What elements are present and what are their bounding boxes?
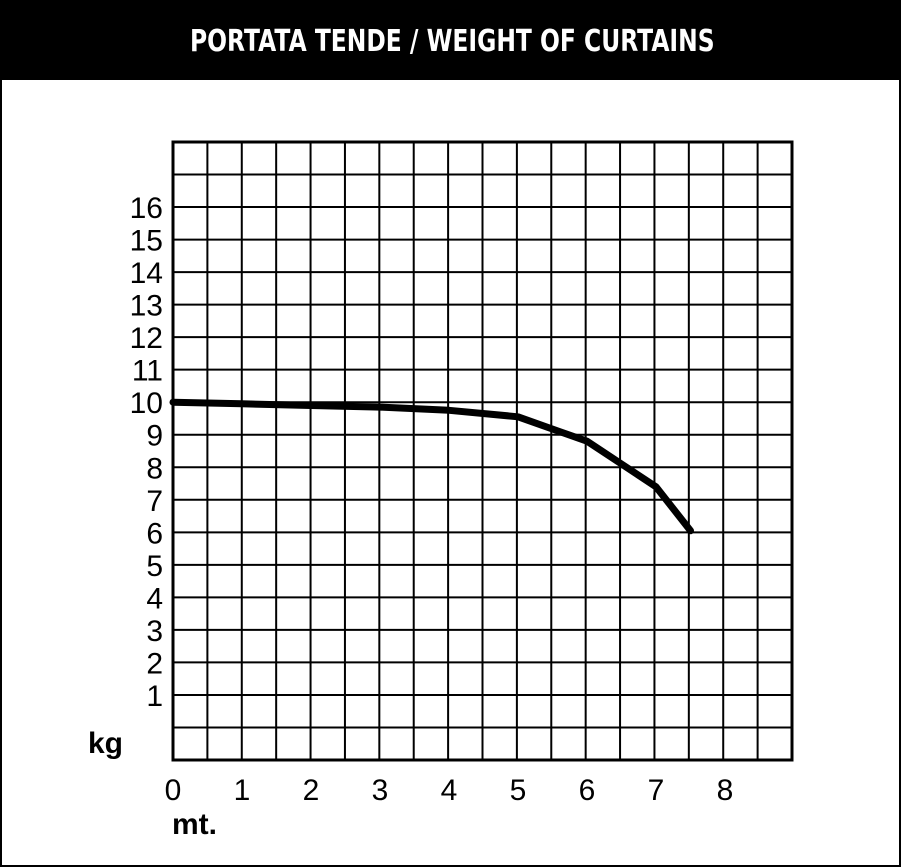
x-tick-label: 7: [648, 774, 665, 807]
y-tick-label: 9: [146, 420, 163, 453]
y-tick-label: 7: [146, 485, 163, 518]
x-tick-label: 5: [510, 774, 527, 807]
y-axis-label: kg: [88, 727, 123, 760]
y-tick-label: 4: [146, 582, 163, 615]
y-tick-label: 13: [130, 290, 163, 323]
x-tick-labels: 0 1 2 3 4 5 6 7 8: [165, 774, 734, 807]
y-tick-label: 11: [132, 355, 163, 388]
x-tick-label: 4: [441, 774, 458, 807]
plot-border: [171, 140, 794, 762]
y-tick-label: 2: [146, 647, 163, 680]
x-tick-label: 6: [579, 774, 596, 807]
x-axis-label: mt.: [172, 808, 217, 841]
plot-area-border: [171, 140, 794, 762]
y-tick-label: 1: [146, 680, 163, 713]
y-tick-label: 12: [130, 322, 163, 355]
y-tick-label: 8: [146, 452, 163, 485]
x-tick-label: 3: [372, 774, 389, 807]
chart-title: PORTATA TENDE / WEIGHT OF CURTAINS: [190, 23, 715, 59]
series-group: [169, 398, 694, 535]
title-bar: PORTATA TENDE / WEIGHT OF CURTAINS: [2, 2, 901, 80]
x-tick-label: 2: [303, 774, 320, 807]
x-tick-label: 8: [717, 774, 734, 807]
y-tick-label: 5: [146, 550, 163, 583]
y-tick-label: 14: [130, 257, 163, 290]
y-tick-label: 16: [130, 192, 163, 225]
x-tick-label: 0: [165, 774, 182, 807]
y-tick-label: 3: [146, 615, 163, 648]
x-tick-label: 1: [234, 774, 251, 807]
chart-grid: [172, 141, 793, 760]
y-tick-label: 10: [130, 387, 163, 420]
series-line: [169, 398, 694, 535]
y-tick-label: 15: [130, 225, 163, 258]
y-tick-label: 6: [146, 517, 163, 550]
